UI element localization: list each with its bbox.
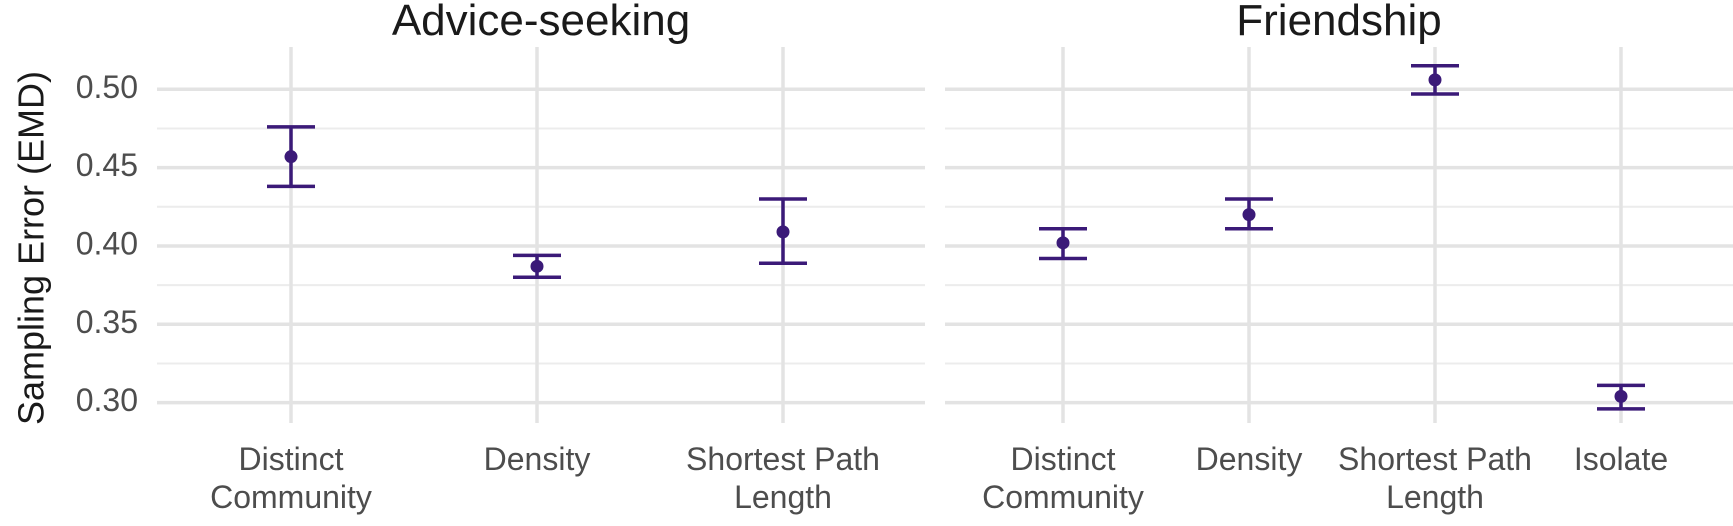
x-tick-label: Distinct xyxy=(239,441,344,477)
y-tick-label: 0.40 xyxy=(76,225,138,261)
x-tick-label: Length xyxy=(1386,479,1484,515)
x-tick-label: Isolate xyxy=(1574,441,1668,477)
y-tick-label: 0.30 xyxy=(76,382,138,418)
facet-title: Friendship xyxy=(1236,0,1441,45)
x-tick-label: Shortest Path xyxy=(686,441,880,477)
data-point xyxy=(530,259,544,273)
data-point xyxy=(1056,236,1070,250)
data-point xyxy=(1428,73,1442,87)
x-tick-label: Density xyxy=(1196,441,1303,477)
data-point xyxy=(284,150,298,164)
x-tick-label: Length xyxy=(734,479,832,515)
x-tick-label: Community xyxy=(210,479,372,515)
x-tick-label: Distinct xyxy=(1011,441,1116,477)
facet-title: Advice-seeking xyxy=(392,0,690,45)
facets: 0.30 0.35 0.40 0.45 0.50 Advice-seeking Distin… xyxy=(76,0,1733,515)
y-tick-label: 0.35 xyxy=(76,304,138,340)
data-point xyxy=(1242,208,1256,222)
y-tick-label: 0.45 xyxy=(76,147,138,183)
x-tick-label: Community xyxy=(982,479,1144,515)
x-tick-label: Shortest Path xyxy=(1338,441,1532,477)
x-tick-label: Density xyxy=(484,441,591,477)
data-point xyxy=(776,225,790,239)
data-point xyxy=(1614,389,1628,403)
y-axis-label: Sampling Error (EMD) xyxy=(11,71,52,425)
y-tick-label: 0.50 xyxy=(76,69,138,105)
